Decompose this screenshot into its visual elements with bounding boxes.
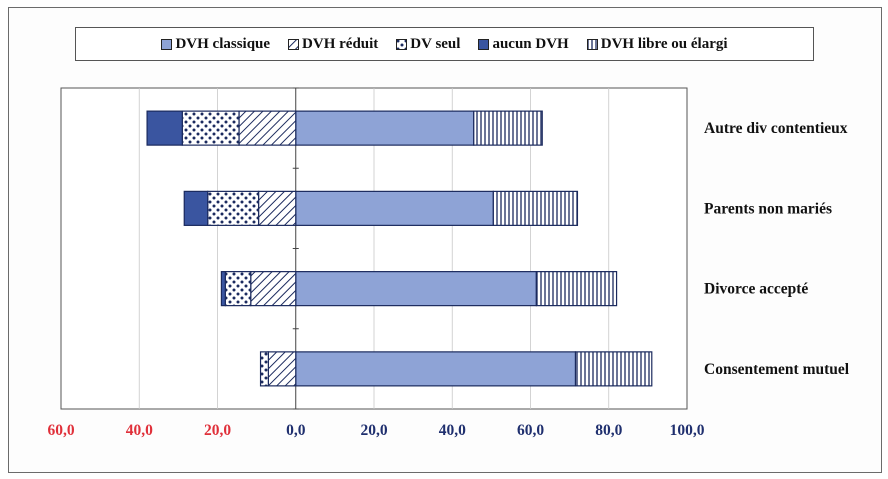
bar-libre bbox=[473, 110, 543, 146]
x-tick-label: 40,0 bbox=[439, 422, 466, 439]
x-tick-label: 20,0 bbox=[360, 422, 387, 439]
bar-classique bbox=[295, 110, 475, 146]
legend-item-reduit: DVH réduit bbox=[288, 36, 378, 53]
bar-dvseul bbox=[224, 271, 252, 307]
bar-libre bbox=[492, 190, 579, 226]
category-labels: Autre div contentieux Parents non mariés D… bbox=[704, 120, 850, 378]
legend-label-aucun: aucun DVH bbox=[492, 35, 569, 52]
legend-item-classique: DVH classique bbox=[161, 36, 270, 53]
legend-item-dvseul: DV seul bbox=[396, 36, 460, 53]
category-label: Consentement mutuel bbox=[704, 361, 850, 378]
legend-swatch-reduit bbox=[288, 38, 300, 50]
x-tick-label: 40,0 bbox=[126, 422, 153, 439]
category-label: Divorce accepté bbox=[704, 281, 808, 298]
bar-libre bbox=[574, 351, 653, 387]
legend-label-reduit: DVH réduit bbox=[302, 35, 379, 52]
x-tick-label: 60,0 bbox=[47, 422, 74, 439]
legend-label-libre: DVH libre ou élargi bbox=[600, 35, 728, 52]
x-tick-label: 0,0 bbox=[286, 422, 306, 439]
legend-item-libre: DVH libre ou élargi bbox=[586, 35, 728, 53]
legend-label-dvseul: DV seul bbox=[410, 35, 461, 52]
bar-aucun bbox=[146, 110, 183, 146]
x-tick-label: 80,0 bbox=[595, 422, 622, 439]
bar-aucun bbox=[183, 190, 209, 226]
bar-classique bbox=[295, 351, 577, 387]
bar-dvseul bbox=[207, 190, 260, 226]
bar-libre bbox=[535, 271, 618, 307]
legend-swatch-libre bbox=[586, 38, 598, 50]
legend-item-aucun: aucun DVH bbox=[478, 35, 569, 53]
bar-dvseul bbox=[259, 351, 269, 387]
category-label: Parents non mariés bbox=[704, 200, 832, 217]
bar-reduit bbox=[238, 110, 297, 146]
category-label: Autre div contentieux bbox=[704, 120, 848, 137]
x-tick-labels: 60,0 40,0 20,0 0,0 20,0 40,0 60,0 80,0 100,0 bbox=[47, 422, 704, 439]
bar-classique bbox=[295, 271, 537, 307]
chart-legend: DVH classique DVH réduit DV seul aucun D… bbox=[75, 27, 814, 61]
bars bbox=[146, 110, 653, 387]
x-tick-label: 60,0 bbox=[517, 422, 544, 439]
legend-label-classique: DVH classique bbox=[175, 35, 271, 52]
bar-classique bbox=[295, 190, 494, 226]
bar-dvseul bbox=[181, 110, 240, 146]
bar-reduit bbox=[267, 351, 297, 387]
bar-reduit bbox=[250, 271, 297, 307]
bar-reduit bbox=[257, 190, 297, 226]
x-tick-label: 100,0 bbox=[670, 422, 705, 439]
legend-swatch-aucun bbox=[478, 38, 490, 50]
bar-aucun bbox=[220, 271, 226, 307]
legend-swatch-dvseul bbox=[396, 38, 408, 50]
legend-swatch-classique bbox=[161, 38, 173, 50]
x-tick-label: 20,0 bbox=[204, 422, 231, 439]
